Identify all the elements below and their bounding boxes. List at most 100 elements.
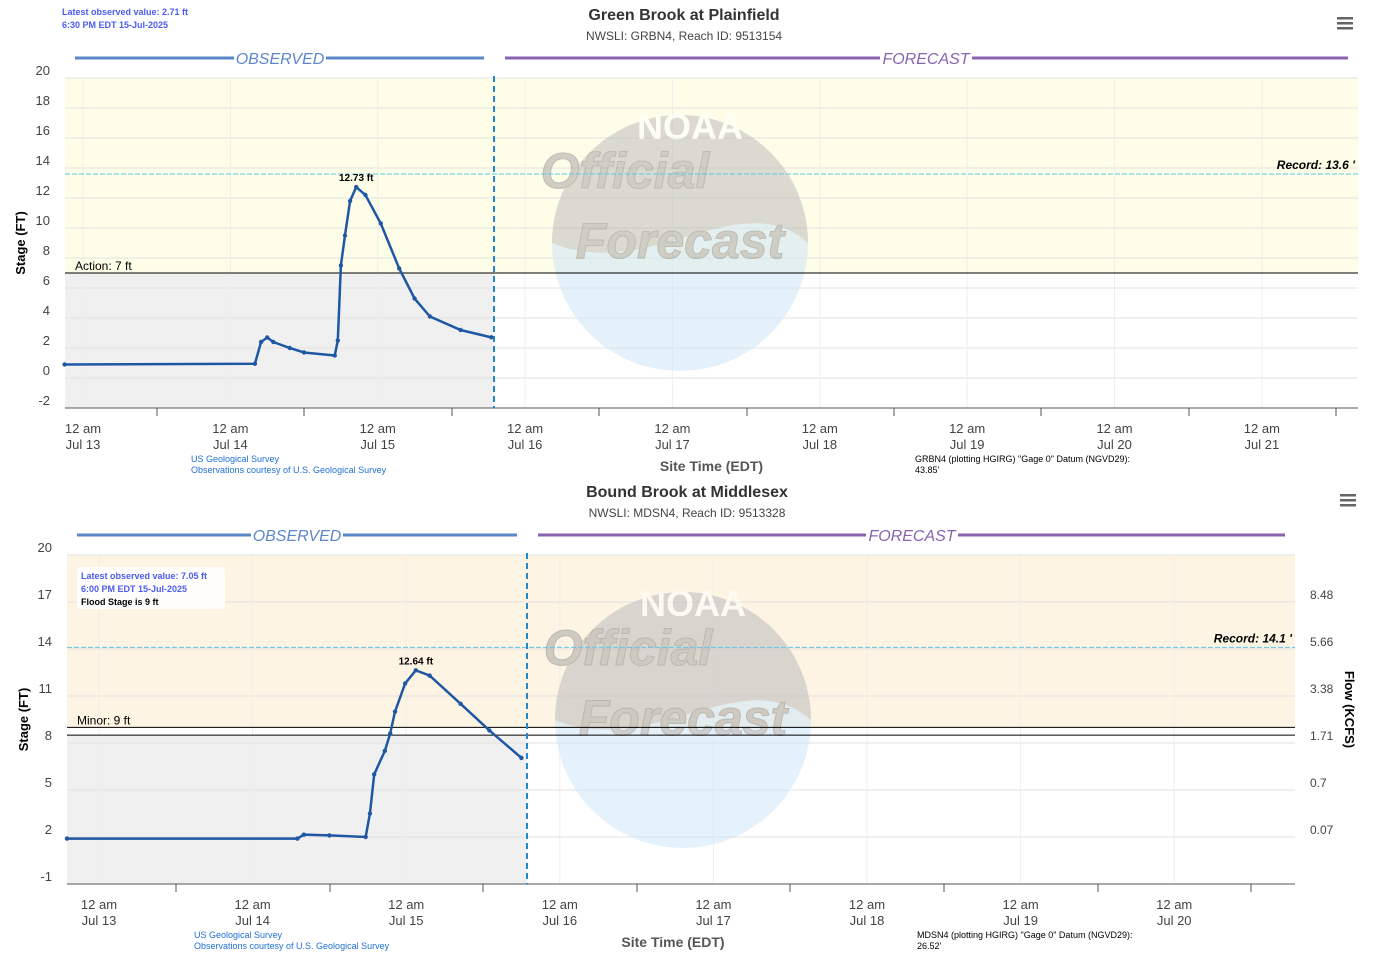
y2-tick-label: 5.66 (1310, 635, 1334, 649)
observed-point (519, 755, 524, 761)
observed-point (354, 184, 359, 190)
chart-title: Green Brook at Plainfield (588, 7, 779, 24)
latest-observed-time: 6:00 PM EDT 15-Jul-2025 (81, 584, 187, 594)
latest-observed-time: 6:30 PM EDT 15-Jul-2025 (62, 20, 168, 30)
observed-point (287, 345, 292, 351)
noaa-logo-text: NOAA (640, 583, 746, 624)
x-tick-label: 12 am (212, 421, 248, 436)
forecast-label: FORECAST (882, 51, 970, 68)
x-tick-label: 12 am (542, 897, 578, 912)
y-tick-label: 11 (39, 681, 53, 696)
datum-value: 43.85' (915, 465, 940, 475)
observed-point (392, 709, 398, 714)
y-tick-label: 2 (45, 822, 52, 837)
y2-tick-label: 0.07 (1310, 823, 1334, 837)
x-tick-label: 12 am (360, 421, 396, 436)
x-tick-label: Jul 14 (213, 437, 248, 452)
x-tick-label: Jul 16 (508, 437, 543, 452)
y2-tick-label: 8.48 (1310, 588, 1334, 602)
label-bg (880, 50, 972, 66)
x-axis-title: Site Time (EDT) (621, 934, 724, 950)
y-tick-label: 14 (38, 634, 52, 649)
observed-point (458, 327, 463, 333)
observed-point (458, 701, 463, 707)
x-axis-title: Site Time (EDT) (660, 458, 763, 474)
observed-label: OBSERVED (253, 528, 342, 545)
y-tick-label: 16 (36, 123, 50, 138)
chart-subtitle: NWSLI: GRBN4, Reach ID: 9513154 (586, 29, 782, 43)
x-tick-label: 12 am (695, 897, 731, 912)
y-tick-label: 20 (36, 63, 50, 78)
usgs-credit-link[interactable]: US Geological Survey (191, 454, 280, 464)
chart-title: Bound Brook at Middlesex (586, 484, 788, 501)
threshold-label: Action: 7 ft (75, 259, 132, 273)
x-tick-label: Jul 20 (1097, 437, 1132, 452)
y2-tick-label: 0.7 (1310, 776, 1327, 790)
noaa-logo-bird-icon (552, 115, 808, 253)
label-bg (251, 527, 343, 543)
y-tick-label: 5 (45, 775, 52, 790)
label-bg (866, 527, 958, 543)
x-tick-label: Jul 18 (850, 913, 885, 928)
usgs-credit-link[interactable]: US Geological Survey (194, 930, 283, 940)
observed-point (487, 728, 492, 733)
y-tick-label: 4 (43, 303, 50, 318)
usgs-observations-link[interactable]: Observations courtesy of U.S. Geological… (191, 465, 387, 475)
x-tick-label: 12 am (654, 421, 690, 436)
x-tick-label: 12 am (65, 421, 101, 436)
observed-series-line (67, 668, 523, 840)
hamburger-icon[interactable] (1340, 494, 1356, 507)
latest-observed-box (77, 567, 225, 609)
observed-point (301, 832, 306, 837)
hamburger-icon[interactable] (1337, 17, 1353, 30)
x-tick-label: 12 am (1096, 421, 1132, 436)
flood-stage-note: Flood Stage is 9 ft (81, 597, 159, 607)
observed-point (62, 362, 67, 367)
observed-point (427, 314, 433, 319)
observed-point (342, 233, 348, 238)
latest-observed-value: Latest observed value: 7.05 ft (81, 571, 207, 581)
x-tick-label: 12 am (81, 897, 117, 912)
observed-point (64, 836, 70, 841)
x-tick-label: Jul 15 (389, 913, 424, 928)
x-tick-label: 12 am (802, 421, 838, 436)
x-tick-label: Jul 20 (1157, 913, 1192, 928)
noaa-logo-bird-icon (555, 592, 811, 730)
y-tick-label: 17 (38, 587, 52, 602)
record-label: Record: 13.6 ' (1277, 158, 1356, 172)
x-tick-label: Jul 13 (82, 913, 117, 928)
observed-point (295, 836, 300, 841)
observed-point (367, 811, 373, 816)
observed-point (363, 192, 368, 198)
x-tick-label: 12 am (235, 897, 271, 912)
y-tick-label: -2 (38, 393, 50, 408)
usgs-observations-link[interactable]: Observations courtesy of U.S. Geological… (194, 941, 390, 951)
datum-value: 26.52' (917, 941, 942, 951)
x-tick-label: 12 am (949, 421, 985, 436)
y2-axis-title: Flow (KCFS) (1342, 671, 1357, 748)
peak-label: 12.73 ft (339, 173, 374, 184)
x-tick-label: Jul 19 (1003, 913, 1038, 928)
y-tick-label: 18 (36, 93, 50, 108)
menu-bar (1340, 504, 1356, 507)
x-tick-label: 12 am (1244, 421, 1280, 436)
peak-label: 12.64 ft (399, 656, 434, 667)
y-tick-label: 20 (38, 540, 52, 555)
y2-tick-label: 1.71 (1310, 729, 1334, 743)
x-tick-label: Jul 16 (542, 913, 577, 928)
watermark-forecast: Forecast (579, 690, 790, 746)
record-label: Record: 14.1 ' (1214, 631, 1293, 645)
datum-note: GRBN4 (plotting HGIRG) "Gage 0" Datum (N… (915, 454, 1130, 464)
observed-point (413, 668, 418, 673)
watermark-official: Official (544, 620, 714, 676)
observed-point (382, 748, 388, 754)
observed-label: OBSERVED (236, 51, 325, 68)
y-tick-label: 10 (36, 213, 50, 228)
y-tick-label: 2 (43, 333, 50, 348)
observed-point (388, 731, 393, 736)
latest-observed-value: Latest observed value: 2.71 ft (62, 7, 188, 17)
